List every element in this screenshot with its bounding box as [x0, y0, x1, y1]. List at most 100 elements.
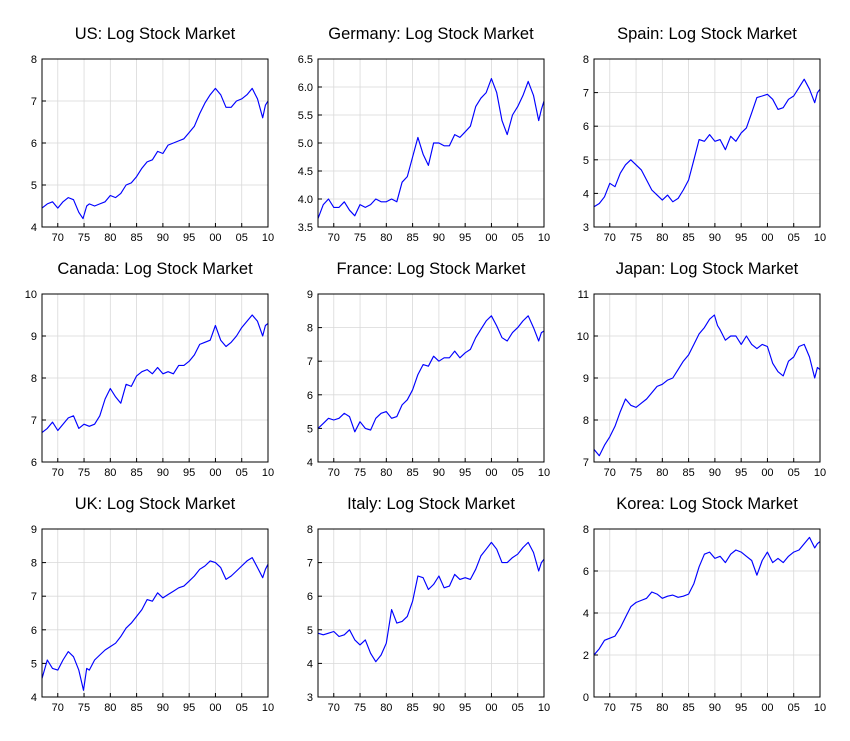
x-tick-label: 70 — [52, 702, 64, 714]
x-tick-label: 75 — [354, 702, 366, 714]
y-tick-label: 9 — [583, 373, 589, 385]
x-tick-label: 90 — [709, 702, 721, 714]
chart-title: Italy: Log Stock Market — [347, 495, 515, 513]
y-tick-label: 9 — [307, 289, 313, 301]
x-tick-label: 85 — [130, 232, 142, 244]
x-tick-label: 00 — [485, 467, 497, 479]
y-tick-label: 8 — [31, 373, 37, 385]
chart-title: France: Log Stock Market — [337, 260, 526, 278]
y-tick-label: 5 — [307, 423, 313, 435]
y-tick-label: 7 — [31, 96, 37, 108]
plot-frame — [317, 58, 545, 228]
x-tick-label: 85 — [682, 467, 694, 479]
series-line — [593, 536, 821, 656]
y-tick-label: 5 — [307, 625, 313, 637]
y-tick-label: 6 — [31, 457, 37, 469]
x-tick-label: 70 — [604, 232, 616, 244]
x-tick-label: 80 — [380, 702, 392, 714]
y-tick-label: 8 — [307, 524, 313, 536]
x-tick-label: 95 — [183, 702, 195, 714]
x-tick-label: 05 — [236, 232, 248, 244]
y-tick-label: 5.0 — [298, 138, 313, 150]
x-tick-label: 80 — [104, 467, 116, 479]
x-tick-label: 90 — [433, 467, 445, 479]
plot-frame — [317, 528, 545, 698]
y-tick-label: 4 — [583, 608, 589, 620]
x-tick-label: 00 — [485, 232, 497, 244]
y-tick-label: 6 — [583, 566, 589, 578]
x-tick-label: 05 — [512, 232, 524, 244]
y-tick-label: 6 — [583, 121, 589, 133]
series-line — [317, 78, 545, 219]
x-tick-label: 10 — [262, 702, 274, 714]
chart-title: Germany: Log Stock Market — [328, 25, 534, 43]
chart-title: Japan: Log Stock Market — [616, 260, 799, 278]
x-tick-label: 75 — [78, 467, 90, 479]
x-tick-label: 10 — [538, 467, 550, 479]
x-tick-label: 00 — [209, 232, 221, 244]
x-tick-label: 70 — [328, 702, 340, 714]
x-tick-label: 00 — [761, 702, 773, 714]
x-tick-label: 85 — [406, 702, 418, 714]
x-tick-label: 80 — [380, 467, 392, 479]
plot-frame — [41, 293, 269, 463]
y-tick-label: 4 — [307, 457, 313, 469]
y-tick-label: 6 — [31, 625, 37, 637]
x-tick-label: 75 — [354, 467, 366, 479]
x-tick-label: 10 — [262, 232, 274, 244]
x-tick-label: 70 — [328, 467, 340, 479]
chart-panel-7: UK: Log Stock Market 70 75 80 85 90 95 00 05 10 4 5… — [31, 495, 274, 714]
x-tick-label: 80 — [656, 232, 668, 244]
x-tick-label: 10 — [538, 702, 550, 714]
x-tick-label: 75 — [78, 702, 90, 714]
x-tick-label: 00 — [209, 467, 221, 479]
x-tick-label: 00 — [485, 702, 497, 714]
series-line — [41, 87, 269, 220]
x-tick-label: 70 — [328, 232, 340, 244]
x-tick-label: 90 — [709, 232, 721, 244]
y-tick-label: 7 — [307, 356, 313, 368]
x-tick-label: 75 — [630, 232, 642, 244]
x-tick-label: 85 — [130, 467, 142, 479]
x-tick-label: 90 — [709, 467, 721, 479]
y-tick-label: 8 — [31, 54, 37, 66]
x-tick-label: 80 — [656, 702, 668, 714]
x-tick-label: 90 — [157, 232, 169, 244]
x-tick-label: 05 — [788, 232, 800, 244]
y-tick-label: 8 — [583, 54, 589, 66]
x-tick-label: 05 — [236, 702, 248, 714]
series-line — [41, 314, 269, 434]
x-tick-label: 85 — [682, 702, 694, 714]
x-tick-label: 10 — [814, 232, 826, 244]
chart-title: Canada: Log Stock Market — [57, 260, 253, 278]
y-tick-label: 6 — [31, 138, 37, 150]
x-tick-label: 10 — [538, 232, 550, 244]
x-tick-label: 10 — [814, 467, 826, 479]
y-tick-label: 3.5 — [298, 222, 313, 234]
chart-panel-6: Japan: Log Stock Market 70 75 80 85 90 95 00 05 1… — [577, 260, 826, 479]
x-tick-label: 05 — [512, 702, 524, 714]
x-tick-label: 95 — [735, 702, 747, 714]
chart-title: Spain: Log Stock Market — [617, 25, 797, 43]
y-tick-label: 7 — [31, 591, 37, 603]
chart-panel-1: US: Log Stock Market 70 75 80 85 90 95 00 05 10 4 5… — [31, 25, 274, 244]
series-line — [593, 314, 821, 457]
x-tick-label: 90 — [433, 232, 445, 244]
y-tick-label: 0 — [583, 692, 589, 704]
x-tick-label: 80 — [656, 467, 668, 479]
x-tick-label: 95 — [183, 232, 195, 244]
series-line — [317, 315, 545, 433]
x-tick-label: 70 — [52, 467, 64, 479]
y-tick-label: 6 — [307, 390, 313, 402]
x-tick-label: 10 — [814, 702, 826, 714]
y-tick-label: 3 — [583, 222, 589, 234]
x-tick-label: 90 — [157, 467, 169, 479]
y-tick-label: 6.0 — [298, 82, 313, 94]
y-tick-label: 4 — [31, 692, 37, 704]
x-tick-label: 80 — [104, 702, 116, 714]
x-tick-label: 80 — [380, 232, 392, 244]
y-tick-label: 8 — [307, 323, 313, 335]
